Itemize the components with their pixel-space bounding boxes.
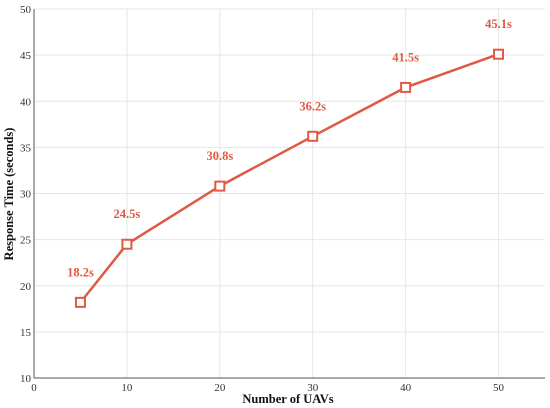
data-label: 18.2s [67, 265, 94, 279]
y-tick-label: 50 [20, 4, 32, 16]
x-tick-label: 30 [307, 382, 319, 394]
data-point-marker [74, 296, 86, 308]
x-tick-labels: 0 10 20 30 40 50 [31, 382, 504, 394]
axes [33, 9, 545, 379]
data-point-marker [493, 48, 505, 60]
data-label: 45.1s [485, 17, 512, 31]
x-tick-label: 10 [121, 382, 133, 394]
y-tick-label: 10 [20, 373, 32, 385]
y-tick-label: 20 [20, 281, 32, 293]
y-tick-label: 40 [20, 96, 32, 108]
data-point-marker [121, 238, 133, 250]
y-tick-label: 35 [20, 142, 32, 154]
data-point-marker [307, 130, 319, 142]
data-label: 36.2s [299, 99, 326, 113]
data-label: 24.5s [114, 207, 141, 221]
y-axis-title: Response Time (seconds) [2, 128, 16, 261]
y-tick-label: 45 [20, 50, 32, 62]
x-tick-label: 50 [493, 382, 505, 394]
y-tick-label: 30 [20, 189, 32, 201]
x-tick-label: 20 [214, 382, 226, 394]
y-tick-label: 15 [20, 327, 32, 339]
series-polyline [79, 53, 499, 304]
data-label: 30.8s [206, 149, 233, 163]
data-point-marker [214, 180, 226, 192]
markers [74, 48, 505, 308]
data-labels: 18.2s 24.5s 30.8s 36.2s 41.5s 45.1s [67, 17, 512, 279]
data-label: 41.5s [392, 50, 419, 64]
x-tick-label: 0 [31, 382, 37, 394]
series-line [79, 53, 499, 304]
y-tick-labels: 10 15 20 25 30 35 40 45 50 [20, 4, 32, 385]
x-tick-label: 40 [400, 382, 412, 394]
x-axis-title: Number of UAVs [242, 392, 333, 406]
y-tick-label: 25 [20, 235, 32, 247]
data-point-marker [400, 81, 412, 93]
